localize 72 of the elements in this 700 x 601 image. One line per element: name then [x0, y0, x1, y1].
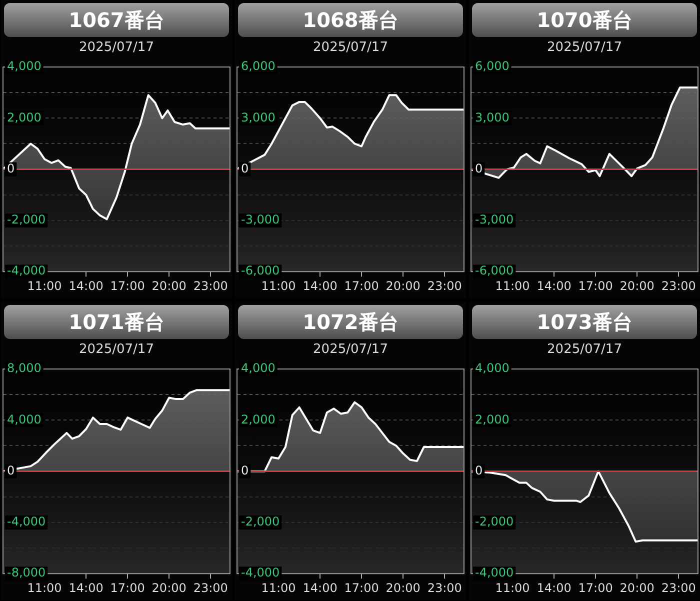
x-tick-label: 20:00 — [386, 278, 420, 293]
x-tick-label: 17:00 — [110, 278, 145, 293]
y-tick-label: -4,000 — [7, 514, 46, 529]
x-tick-label: 23:00 — [193, 278, 228, 293]
y-tick-label: -4,000 — [475, 566, 514, 580]
chart-title: 1068番台 — [238, 3, 463, 37]
chart-subtitle: 2025/07/17 — [78, 39, 155, 57]
x-tick-label: 23:00 — [427, 580, 462, 595]
y-tick-label: -4,000 — [241, 566, 280, 580]
x-tick-label: 14:00 — [68, 580, 104, 595]
y-tick-label: 0 — [475, 161, 483, 176]
y-tick-label: 0 — [7, 161, 15, 176]
y-tick-label: -3,000 — [475, 212, 514, 227]
y-tick-label: -6,000 — [241, 264, 280, 278]
y-tick-label: 4,000 — [7, 412, 42, 426]
y-tick-label: -3,000 — [241, 212, 280, 227]
y-tick-label: 0 — [7, 463, 15, 478]
y-tick-label: 4,000 — [241, 361, 276, 376]
x-tick-label: 14:00 — [536, 278, 572, 293]
x-tick-label: 11:00 — [27, 580, 62, 595]
y-tick-label: -6,000 — [475, 264, 514, 278]
y-tick-label: 0 — [241, 161, 249, 176]
chart-subtitle: 2025/07/17 — [312, 39, 389, 57]
x-tick-label: 14:00 — [302, 580, 338, 595]
chart-subtitle: 2025/07/17 — [78, 341, 155, 359]
chart-subtitle: 2025/07/17 — [546, 341, 623, 359]
y-tick-label: -2,000 — [475, 514, 514, 529]
x-tick-label: 23:00 — [661, 580, 696, 595]
y-tick-label: -2,000 — [7, 212, 46, 227]
chart-title: 1067番台 — [4, 3, 229, 37]
x-tick-label: 23:00 — [427, 278, 462, 293]
y-tick-label: 4,000 — [475, 361, 510, 376]
x-tick-label: 17:00 — [578, 580, 613, 595]
x-tick-label: 11:00 — [27, 278, 62, 293]
chart-subtitle: 2025/07/17 — [546, 39, 623, 57]
x-tick-label: 17:00 — [578, 278, 613, 293]
x-tick-label: 11:00 — [495, 278, 530, 293]
x-tick-label: 20:00 — [152, 278, 186, 293]
x-tick-label: 11:00 — [261, 580, 296, 595]
y-tick-label: 3,000 — [241, 110, 276, 124]
y-tick-label: 6,000 — [475, 59, 510, 74]
x-tick-label: 11:00 — [495, 580, 530, 595]
y-tick-label: 4,000 — [7, 59, 42, 74]
y-tick-label: 6,000 — [241, 59, 276, 74]
x-tick-label: 20:00 — [152, 580, 186, 595]
y-tick-label: 0 — [475, 463, 483, 478]
y-tick-label: 0 — [241, 463, 249, 478]
chart-title: 1073番台 — [472, 305, 697, 339]
x-tick-label: 17:00 — [344, 580, 379, 595]
chart-subtitle: 2025/07/17 — [312, 341, 389, 359]
x-tick-label: 11:00 — [261, 278, 296, 293]
chart-title: 1070番台 — [472, 3, 697, 37]
x-tick-label: 20:00 — [620, 278, 654, 293]
x-tick-label: 23:00 — [193, 580, 228, 595]
y-tick-label: 2,000 — [7, 110, 42, 124]
y-tick-label: 2,000 — [241, 412, 276, 426]
y-tick-label: -8,000 — [7, 566, 46, 580]
x-tick-label: 17:00 — [344, 278, 379, 293]
x-tick-label: 20:00 — [386, 580, 420, 595]
y-tick-label: 3,000 — [475, 110, 510, 124]
y-tick-label: -2,000 — [241, 514, 280, 529]
y-tick-label: 8,000 — [7, 361, 42, 376]
x-tick-label: 20:00 — [620, 580, 654, 595]
x-tick-label: 14:00 — [302, 278, 338, 293]
y-tick-label: -4,000 — [7, 264, 46, 278]
y-tick-label: 2,000 — [475, 412, 510, 426]
chart-title: 1071番台 — [4, 305, 229, 339]
x-tick-label: 23:00 — [661, 278, 696, 293]
x-tick-label: 14:00 — [68, 278, 104, 293]
x-tick-label: 17:00 — [110, 580, 145, 595]
x-tick-label: 14:00 — [536, 580, 572, 595]
chart-title: 1072番台 — [238, 305, 463, 339]
